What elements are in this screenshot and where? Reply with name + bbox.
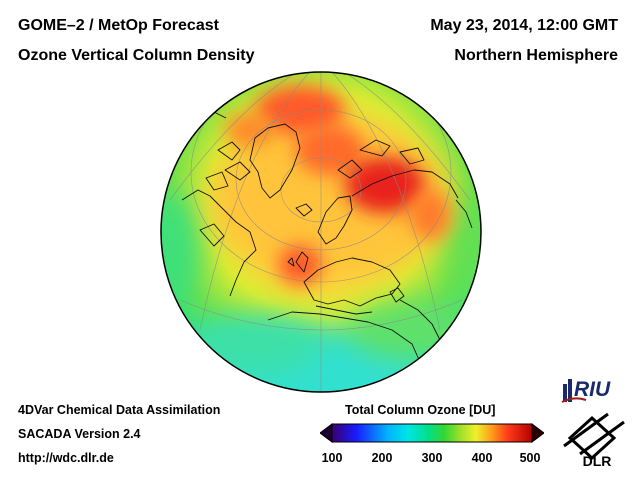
forecast-date: May 23, 2014, 12:00 GMT <box>430 17 618 34</box>
colorbar-tick-400: 400 <box>471 451 493 465</box>
riu-logo: RIU <box>561 378 611 403</box>
colorbar-tick-500: 500 <box>519 451 541 465</box>
title-line-1: GOME–2 / MetOp Forecast <box>18 17 219 34</box>
dlr-logo: DLR <box>563 412 625 468</box>
dlr-logo-text: DLR <box>583 453 612 468</box>
hemisphere-label: Northern Hemisphere <box>454 47 618 64</box>
colorbar-tick-200: 200 <box>371 451 393 465</box>
riu-logo-text: RIU <box>574 378 611 401</box>
method-label: 4DVar Chemical Data Assimilation <box>18 403 221 417</box>
url-link[interactable]: http://wdc.dlr.de <box>18 451 114 465</box>
ozone-colorbar <box>320 423 544 443</box>
colorbar-tick-300: 300 <box>421 451 443 465</box>
version-label: SACADA Version 2.4 <box>18 427 141 441</box>
colorbar-tick-100: 100 <box>321 451 343 465</box>
title-line-2: Ozone Vertical Column Density <box>18 47 255 64</box>
legend-title: Total Column Ozone [DU] <box>345 403 496 417</box>
